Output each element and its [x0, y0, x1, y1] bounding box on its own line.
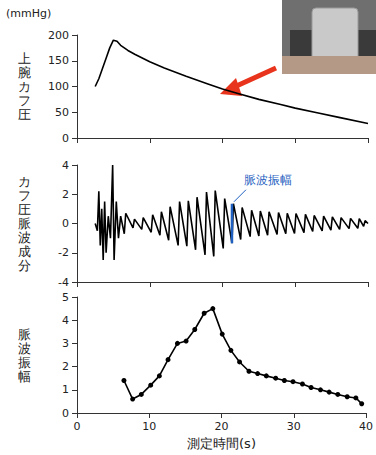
svg-text:脈: 脈: [18, 216, 31, 231]
svg-text:圧: 圧: [18, 107, 31, 122]
svg-text:測定時間(s): 測定時間(s): [187, 436, 256, 451]
svg-text:フ: フ: [18, 93, 31, 108]
svg-text:0: 0: [62, 132, 69, 145]
svg-text:2: 2: [62, 188, 69, 201]
svg-text:振: 振: [18, 355, 31, 370]
svg-text:150: 150: [48, 54, 69, 67]
svg-text:50: 50: [55, 106, 69, 119]
svg-text:脈波振幅: 脈波振幅: [244, 173, 292, 187]
svg-text:腕: 腕: [18, 65, 31, 80]
svg-text:上: 上: [18, 51, 31, 66]
svg-text:40: 40: [359, 420, 373, 433]
svg-text:20: 20: [215, 420, 229, 433]
svg-text:カ: カ: [18, 79, 31, 94]
svg-text:圧: 圧: [18, 202, 31, 217]
svg-text:フ: フ: [18, 188, 31, 203]
svg-text:3: 3: [62, 337, 69, 350]
svg-text:0: 0: [62, 217, 69, 230]
svg-text:幅: 幅: [18, 369, 31, 384]
svg-text:波: 波: [18, 341, 31, 356]
svg-text:(mmHg): (mmHg): [6, 7, 51, 20]
svg-text:200: 200: [48, 29, 69, 42]
svg-text:-4: -4: [58, 276, 69, 289]
svg-text:-2: -2: [58, 246, 69, 259]
svg-text:分: 分: [18, 258, 31, 273]
svg-text:4: 4: [62, 314, 69, 327]
svg-text:0: 0: [74, 420, 81, 433]
svg-text:カ: カ: [18, 174, 31, 189]
svg-text:波: 波: [18, 230, 31, 245]
svg-text:30: 30: [287, 420, 301, 433]
svg-text:脈: 脈: [18, 327, 31, 342]
svg-text:1: 1: [62, 383, 69, 396]
svg-text:2: 2: [62, 360, 69, 373]
svg-text:成: 成: [18, 244, 31, 259]
svg-text:100: 100: [48, 80, 69, 93]
svg-text:5: 5: [62, 291, 69, 304]
svg-text:0: 0: [62, 407, 69, 420]
svg-text:4: 4: [62, 159, 69, 172]
svg-text:10: 10: [142, 420, 156, 433]
